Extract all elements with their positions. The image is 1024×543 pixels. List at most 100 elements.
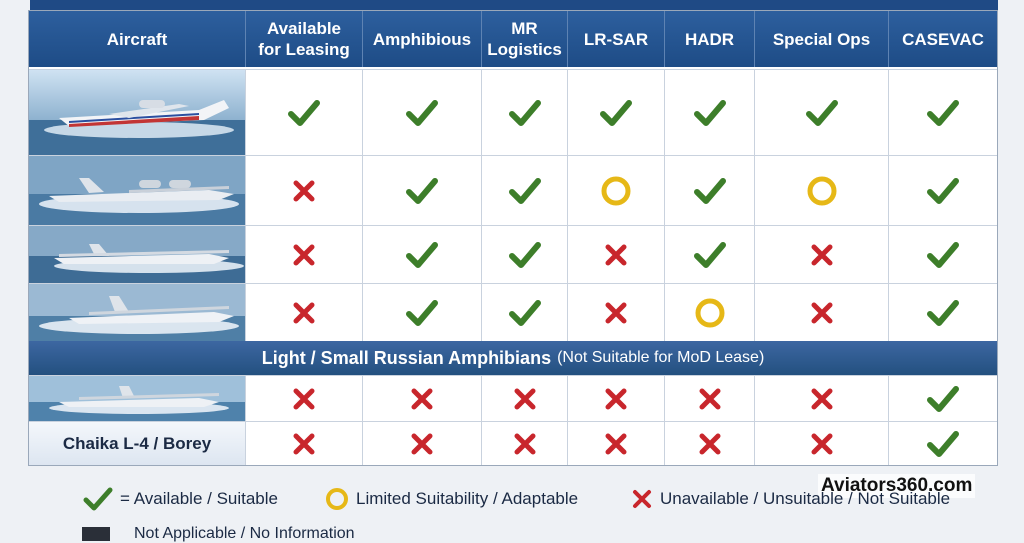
cross-icon xyxy=(605,433,627,454)
cross-icon xyxy=(605,244,627,265)
check-icon xyxy=(406,99,438,126)
table-cell xyxy=(664,70,754,155)
table-cell xyxy=(664,422,754,465)
col-mr-logistics: MR Logistics xyxy=(481,11,567,67)
table-cell xyxy=(754,156,888,225)
table-cell xyxy=(754,226,888,283)
na-swatch xyxy=(82,527,110,541)
table-cell xyxy=(567,156,664,225)
table-cell xyxy=(754,284,888,341)
table-row xyxy=(29,283,997,341)
aircraft-image-5 xyxy=(29,376,245,421)
top-band xyxy=(30,0,998,10)
table-cell xyxy=(245,70,362,155)
section-note: (Not Suitable for MoD Lease) xyxy=(557,349,765,366)
col-available-leasing: Available for Leasing xyxy=(245,11,362,67)
col-amphibious: Amphibious xyxy=(362,11,481,67)
section-title: Light / Small Russian Amphibians xyxy=(261,347,552,368)
check-icon xyxy=(406,299,438,326)
table-cell xyxy=(664,284,754,341)
cross-icon xyxy=(699,433,720,454)
legend-na: Not Applicable / No Information xyxy=(82,525,355,543)
check-icon xyxy=(927,385,959,412)
cross-icon xyxy=(811,302,832,323)
table-cell xyxy=(888,70,997,155)
table-row xyxy=(29,375,997,421)
check-icon xyxy=(406,177,438,204)
table-row xyxy=(29,69,997,155)
circle-icon xyxy=(807,176,836,205)
check-icon xyxy=(508,177,541,204)
table-cell xyxy=(888,156,997,225)
aircraft-image-3 xyxy=(29,226,245,283)
cross-icon xyxy=(514,433,535,454)
cross-icon xyxy=(293,302,315,323)
circle-icon xyxy=(695,298,724,327)
section-light-amphibians: Light / Small Russian Amphibians (Not Su… xyxy=(29,341,997,375)
aircraft-label: Chaika L-4 / Borey xyxy=(29,422,245,465)
table-cell xyxy=(664,226,754,283)
table-cell xyxy=(362,156,481,225)
table-cell xyxy=(754,70,888,155)
comparison-table: Aircraft Available for Leasing Amphibiou… xyxy=(28,10,998,466)
check-icon xyxy=(508,299,541,326)
check-icon xyxy=(288,99,320,126)
check-icon xyxy=(805,99,838,126)
aircraft-image-1 xyxy=(29,70,245,155)
check-icon xyxy=(83,487,113,511)
cross-icon xyxy=(699,388,720,409)
table-cell xyxy=(245,226,362,283)
cross-icon xyxy=(293,244,315,265)
table-cell xyxy=(888,284,997,341)
table-cell xyxy=(362,422,481,465)
check-icon xyxy=(927,299,959,326)
col-casevac: CASEVAC xyxy=(888,11,997,67)
table-cell xyxy=(888,226,997,283)
circle-icon xyxy=(326,488,348,510)
table-cell xyxy=(481,156,567,225)
legend: = Available / Suitable Limited Suitabili… xyxy=(82,486,982,512)
table-cell xyxy=(567,226,664,283)
table-cell xyxy=(362,70,481,155)
col-aircraft: Aircraft xyxy=(106,29,168,49)
cross-icon xyxy=(633,490,651,508)
check-icon xyxy=(600,99,632,126)
cross-icon xyxy=(811,433,832,454)
check-icon xyxy=(927,241,959,268)
cross-icon xyxy=(811,388,832,409)
check-icon xyxy=(693,241,726,268)
table-cell xyxy=(245,422,362,465)
table-cell xyxy=(754,376,888,421)
table-cell xyxy=(664,376,754,421)
cross-icon xyxy=(411,388,433,409)
cross-icon xyxy=(514,388,535,409)
table-cell xyxy=(888,422,997,465)
table-cell xyxy=(245,156,362,225)
watermark: Aviators360.com xyxy=(818,474,976,498)
cross-icon xyxy=(293,180,315,201)
cross-icon xyxy=(293,388,315,409)
aircraft-image-2 xyxy=(29,156,245,225)
cross-icon xyxy=(811,244,832,265)
table-cell xyxy=(567,376,664,421)
check-icon xyxy=(927,177,959,204)
legend-circle: Limited Suitability / Adaptable xyxy=(324,486,578,512)
legend-circle-label: Limited Suitability / Adaptable xyxy=(356,489,579,508)
table-row xyxy=(29,155,997,225)
table-cell xyxy=(481,284,567,341)
check-icon xyxy=(508,99,541,126)
table-cell xyxy=(481,422,567,465)
table-cell xyxy=(481,70,567,155)
cross-icon xyxy=(411,433,433,454)
check-icon xyxy=(693,99,726,126)
legend-check: = Available / Suitable xyxy=(82,486,278,512)
table-cell xyxy=(481,376,567,421)
table-cell xyxy=(567,422,664,465)
table-row: Chaika L-4 / Borey xyxy=(29,421,997,465)
table-cell xyxy=(245,284,362,341)
table-cell xyxy=(362,284,481,341)
table-cell xyxy=(245,376,362,421)
cross-icon xyxy=(293,433,315,454)
table-cell xyxy=(567,70,664,155)
aircraft-image-4 xyxy=(29,284,245,341)
